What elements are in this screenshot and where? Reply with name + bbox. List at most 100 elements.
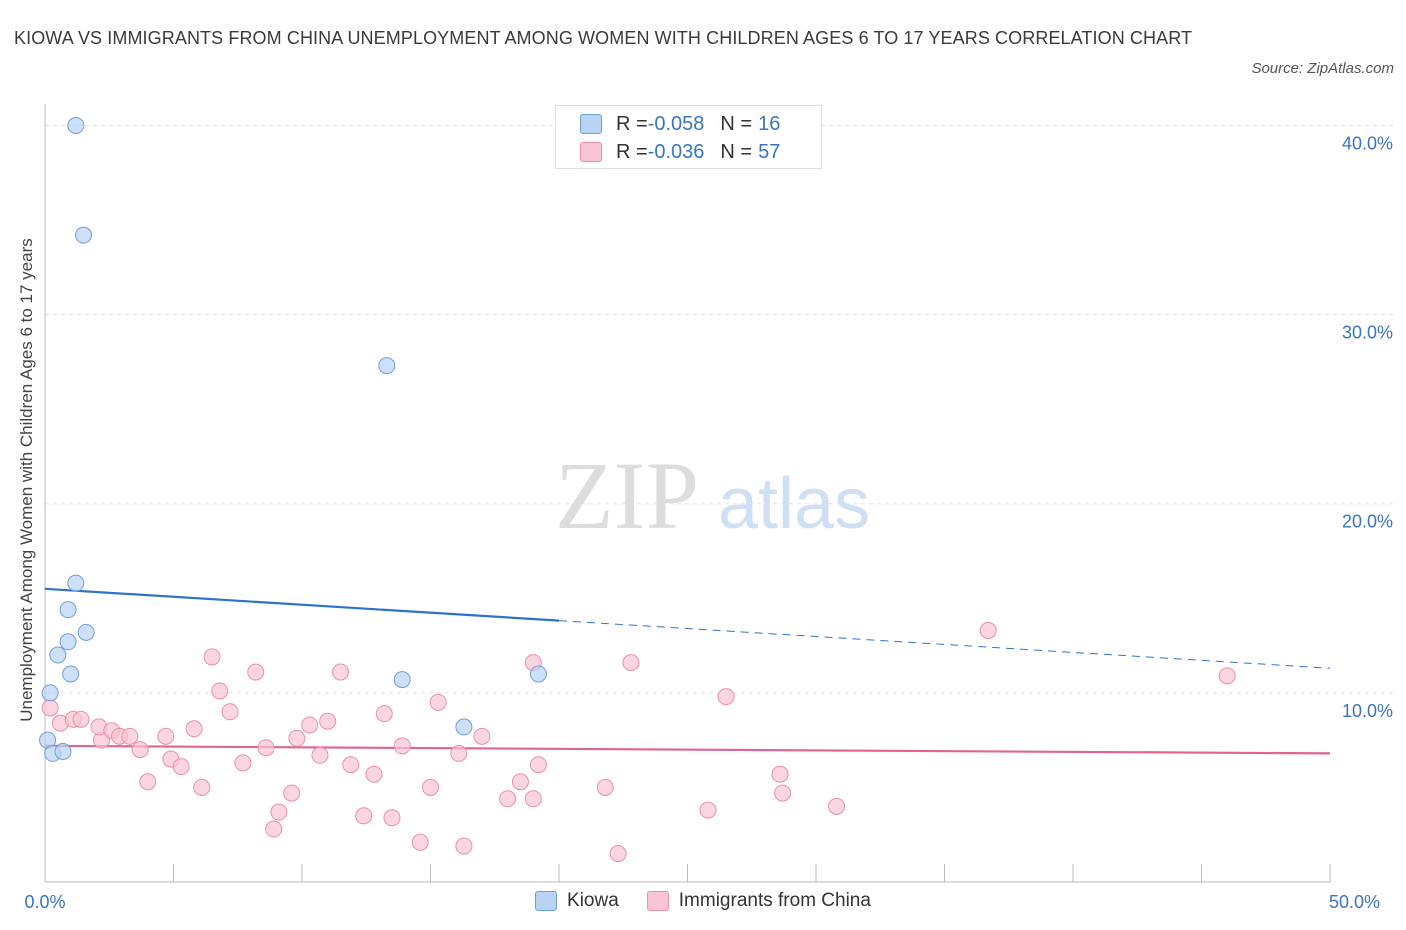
point-china: [72, 710, 90, 728]
gridlines: [45, 124, 1395, 694]
point-china: [828, 797, 846, 815]
point-kiowa: [393, 671, 411, 689]
legend-n-label: N =: [720, 112, 753, 135]
y-tick-label: 10.0%: [1342, 701, 1393, 721]
legend-row-kiowa: R = -0.058 N = 16: [580, 112, 780, 136]
legend-r-label: R =: [616, 140, 648, 163]
point-china: [283, 784, 301, 802]
point-china: [979, 621, 997, 639]
legend-swatch-china: [580, 142, 602, 162]
point-china: [257, 739, 275, 757]
trend-line-kiowa: [44, 587, 560, 622]
point-china: [450, 744, 468, 762]
trend-line-dashed-kiowa: [558, 620, 1331, 669]
legend-r-value: -0.058: [647, 112, 705, 135]
point-china: [699, 801, 717, 819]
point-kiowa: [455, 718, 473, 736]
point-kiowa: [41, 684, 59, 702]
point-kiowa: [62, 665, 80, 683]
point-china: [383, 809, 401, 827]
point-china: [511, 773, 529, 791]
series-label-china: Immigrants from China: [678, 890, 871, 911]
point-china: [288, 729, 306, 747]
point-china: [717, 688, 735, 706]
point-china: [172, 758, 190, 776]
series-legend: Kiowa Immigrants from China: [0, 890, 1406, 912]
series-swatch-kiowa: [535, 891, 558, 911]
point-china: [375, 705, 393, 723]
point-china: [41, 699, 59, 717]
point-kiowa: [77, 623, 95, 641]
legend-r-value: -0.036: [647, 140, 705, 163]
stats-legend: R = -0.058 N = 16 R = -0.036 N = 57: [555, 105, 822, 169]
point-china: [355, 807, 373, 825]
point-china: [311, 746, 329, 764]
legend-row-china: R = -0.036 N = 57: [580, 140, 780, 164]
point-china: [234, 754, 252, 772]
point-china: [265, 820, 283, 838]
legend-n-value: 16: [758, 112, 781, 135]
legend-swatch-kiowa: [580, 114, 602, 134]
point-china: [211, 682, 229, 700]
legend-n-label: N =: [720, 140, 753, 163]
point-china: [365, 765, 383, 783]
point-china: [473, 727, 491, 745]
x-tick-label: 0.0%: [24, 892, 65, 912]
point-kiowa: [59, 633, 77, 651]
point-china: [342, 756, 360, 774]
point-china: [247, 663, 265, 681]
point-china: [529, 756, 547, 774]
point-kiowa: [67, 116, 85, 134]
trend-lines: [44, 587, 1331, 755]
point-china: [139, 773, 157, 791]
point-china: [499, 790, 517, 808]
data-points: [39, 116, 1236, 863]
point-china: [301, 716, 319, 734]
point-china: [596, 778, 614, 796]
series-legend-china[interactable]: Immigrants from China: [646, 890, 871, 912]
point-kiowa: [54, 742, 72, 760]
legend-r-label: R =: [616, 112, 648, 135]
point-china: [319, 712, 337, 730]
point-china: [411, 833, 429, 851]
point-china: [270, 803, 288, 821]
source-credit: Source: ZipAtlas.com: [1251, 60, 1394, 77]
point-china: [393, 737, 411, 755]
point-china: [131, 741, 149, 759]
point-china: [771, 765, 789, 783]
point-china: [622, 654, 640, 672]
series-legend-kiowa[interactable]: Kiowa: [535, 890, 619, 912]
point-china: [429, 693, 447, 711]
point-china: [221, 703, 239, 721]
y-tick-label: 40.0%: [1342, 133, 1393, 153]
point-kiowa: [49, 646, 67, 664]
point-china: [121, 727, 139, 745]
tick-labels: 10.0% 20.0% 30.0% 40.0% 0.0% 50.0%: [24, 133, 1393, 912]
point-china: [193, 778, 211, 796]
point-china: [1218, 667, 1236, 685]
point-kiowa: [378, 357, 396, 375]
series-swatch-china: [646, 891, 669, 911]
watermark-atlas: atlas: [718, 464, 870, 544]
y-tick-label: 20.0%: [1342, 512, 1393, 532]
point-china: [609, 845, 627, 863]
legend-n-value: 57: [758, 140, 781, 163]
point-china: [422, 778, 439, 796]
point-kiowa: [529, 665, 547, 683]
y-tick-label: 30.0%: [1342, 323, 1393, 343]
series-label-kiowa: Kiowa: [567, 890, 619, 911]
point-china: [157, 727, 175, 745]
point-kiowa: [67, 574, 85, 592]
x-tick-label: 50.0%: [1329, 892, 1380, 912]
point-china: [774, 784, 792, 802]
y-axis-label: Unemployment Among Women with Children A…: [17, 238, 36, 722]
trend-line-china: [44, 744, 1331, 755]
watermark: ZIP atlas: [555, 442, 870, 549]
point-kiowa: [59, 601, 77, 619]
point-china: [455, 837, 473, 855]
watermark-zip: ZIP: [555, 442, 699, 549]
point-china: [332, 663, 350, 681]
point-china: [524, 790, 542, 808]
chart-title: KIOWA VS IMMIGRANTS FROM CHINA UNEMPLOYM…: [14, 28, 1193, 48]
